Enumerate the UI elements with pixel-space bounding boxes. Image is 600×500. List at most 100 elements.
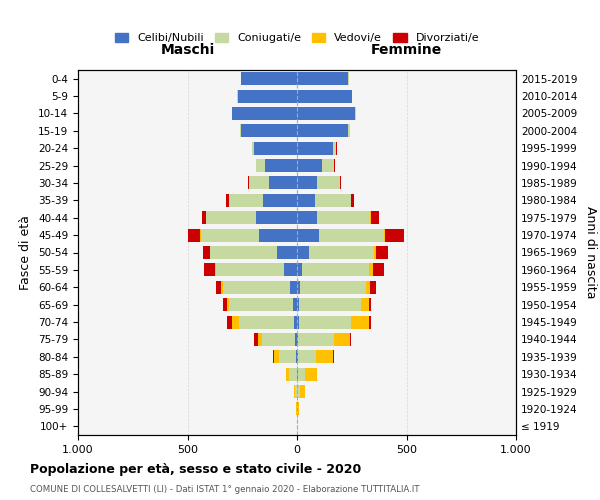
Bar bbox=[297, 246, 309, 259]
Text: Femmine: Femmine bbox=[371, 43, 442, 57]
Bar bbox=[355, 107, 356, 120]
Bar bbox=[298, 385, 299, 398]
Bar bbox=[299, 385, 305, 398]
Bar bbox=[366, 280, 370, 294]
Bar bbox=[369, 264, 373, 276]
Bar bbox=[273, 350, 274, 364]
Bar bbox=[317, 176, 340, 190]
Bar bbox=[297, 159, 322, 172]
Bar bbox=[232, 107, 297, 120]
Bar bbox=[280, 350, 296, 364]
Bar bbox=[200, 228, 259, 241]
Bar bbox=[298, 350, 316, 364]
Bar bbox=[223, 280, 290, 294]
Bar bbox=[322, 159, 334, 172]
Bar bbox=[298, 368, 305, 380]
Bar bbox=[294, 316, 297, 328]
Bar bbox=[383, 228, 385, 241]
Bar bbox=[252, 142, 254, 154]
Bar bbox=[216, 280, 221, 294]
Bar bbox=[376, 246, 388, 259]
Legend: Celibi/Nubili, Coniugati/e, Vedovi/e, Divorziati/e: Celibi/Nubili, Coniugati/e, Vedovi/e, Di… bbox=[110, 28, 484, 48]
Bar bbox=[257, 333, 262, 346]
Bar bbox=[221, 280, 223, 294]
Bar bbox=[223, 298, 227, 311]
Bar bbox=[265, 159, 297, 172]
Bar bbox=[385, 228, 404, 241]
Bar bbox=[297, 228, 319, 241]
Bar bbox=[232, 316, 239, 328]
Bar bbox=[269, 176, 297, 190]
Bar bbox=[249, 176, 269, 190]
Bar bbox=[226, 194, 229, 207]
Bar bbox=[238, 90, 297, 102]
Bar bbox=[298, 402, 299, 415]
Bar bbox=[293, 298, 297, 311]
Bar bbox=[297, 194, 314, 207]
Bar bbox=[297, 211, 317, 224]
Bar bbox=[350, 316, 369, 328]
Text: Maschi: Maschi bbox=[160, 43, 215, 57]
Bar bbox=[298, 333, 334, 346]
Bar bbox=[295, 385, 297, 398]
Bar bbox=[203, 246, 210, 259]
Bar bbox=[334, 333, 350, 346]
Bar bbox=[305, 368, 317, 380]
Bar bbox=[295, 333, 297, 346]
Text: COMUNE DI COLLESALVETTI (LI) - Dati ISTAT 1° gennaio 2020 - Elaborazione TUTTITA: COMUNE DI COLLESALVETTI (LI) - Dati ISTA… bbox=[30, 485, 419, 494]
Y-axis label: Anni di nascita: Anni di nascita bbox=[584, 206, 597, 298]
Bar bbox=[227, 298, 229, 311]
Bar bbox=[202, 211, 206, 224]
Bar bbox=[316, 350, 333, 364]
Bar bbox=[300, 280, 366, 294]
Bar bbox=[319, 228, 383, 241]
Bar bbox=[314, 194, 350, 207]
Bar bbox=[333, 350, 334, 364]
Bar bbox=[297, 316, 299, 328]
Bar bbox=[317, 211, 370, 224]
Bar bbox=[369, 298, 371, 311]
Bar bbox=[299, 316, 350, 328]
Bar bbox=[277, 246, 297, 259]
Bar bbox=[297, 264, 302, 276]
Bar bbox=[274, 350, 280, 364]
Bar bbox=[370, 211, 371, 224]
Bar bbox=[297, 333, 298, 346]
Y-axis label: Fasce di età: Fasce di età bbox=[19, 215, 32, 290]
Bar bbox=[256, 159, 265, 172]
Bar bbox=[297, 176, 317, 190]
Bar bbox=[374, 246, 376, 259]
Bar bbox=[289, 368, 296, 380]
Bar bbox=[286, 368, 289, 380]
Bar bbox=[349, 124, 350, 138]
Bar bbox=[361, 298, 369, 311]
Bar bbox=[309, 246, 374, 259]
Bar bbox=[333, 142, 337, 154]
Bar bbox=[297, 142, 333, 154]
Bar bbox=[302, 264, 369, 276]
Bar bbox=[254, 333, 257, 346]
Bar bbox=[297, 107, 355, 120]
Bar bbox=[371, 211, 379, 224]
Bar bbox=[297, 280, 300, 294]
Bar bbox=[241, 72, 297, 85]
Bar bbox=[211, 246, 277, 259]
Bar bbox=[369, 316, 371, 328]
Bar bbox=[296, 350, 297, 364]
Bar bbox=[297, 402, 298, 415]
Bar bbox=[373, 264, 383, 276]
Bar bbox=[299, 298, 361, 311]
Bar bbox=[215, 264, 216, 276]
Bar bbox=[259, 228, 297, 241]
Bar bbox=[263, 194, 297, 207]
Bar bbox=[240, 124, 241, 138]
Bar bbox=[297, 350, 298, 364]
Bar bbox=[297, 368, 298, 380]
Bar bbox=[284, 264, 297, 276]
Bar bbox=[227, 316, 232, 328]
Bar bbox=[248, 176, 249, 190]
Bar bbox=[297, 298, 299, 311]
Bar bbox=[290, 280, 297, 294]
Bar bbox=[297, 72, 349, 85]
Bar bbox=[370, 280, 376, 294]
